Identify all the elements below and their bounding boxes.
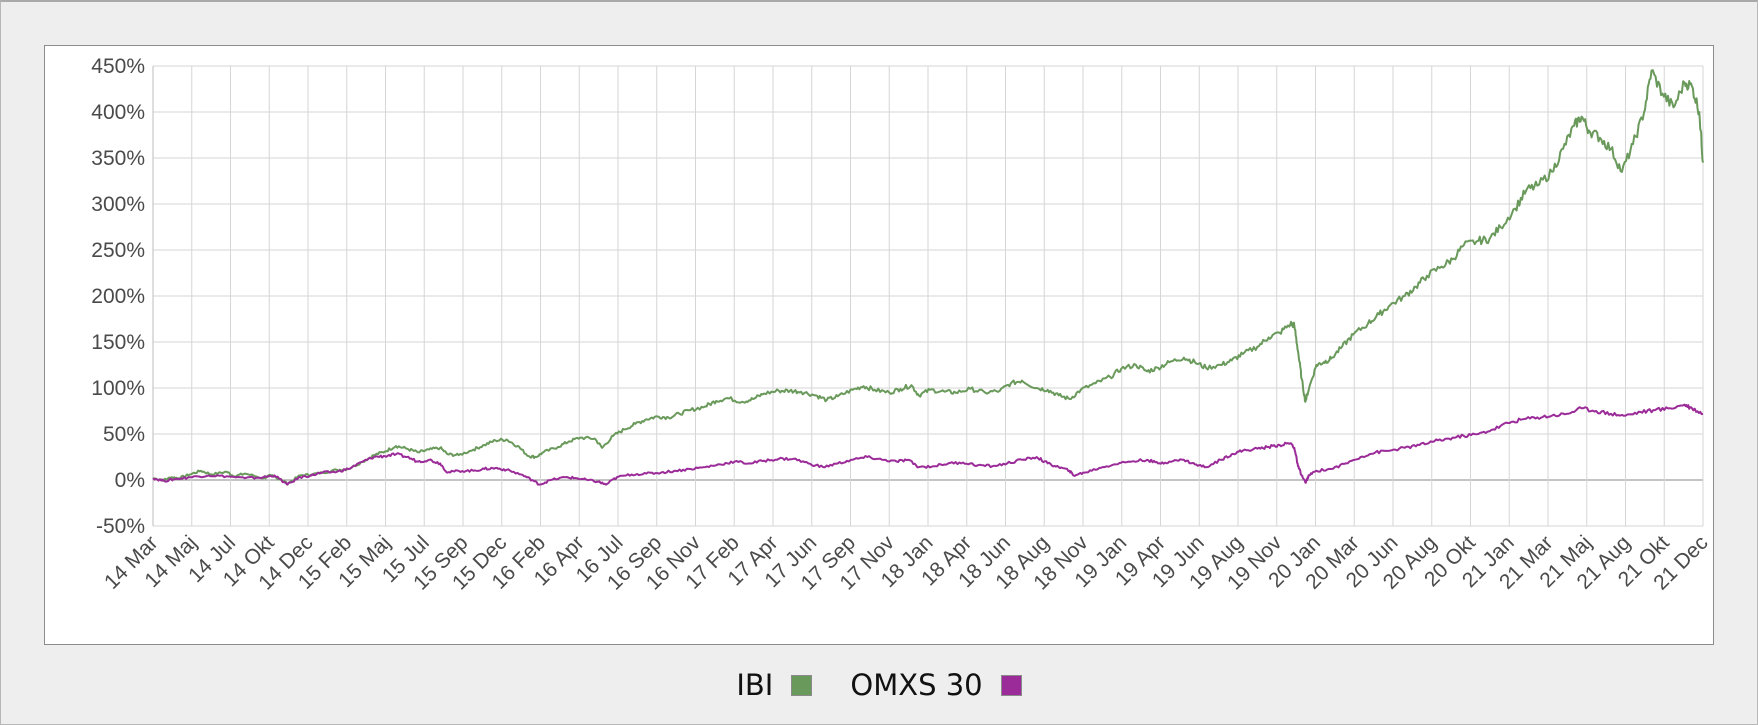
legend-swatch-omxs30 [1000, 674, 1022, 696]
y-tick-label: 250% [91, 239, 145, 262]
line-chart: 450% 400% 350% 300% 250% 200% 150% 100% 50% 0% -50… [91, 55, 1712, 595]
y-tick-label: 450% [91, 55, 145, 78]
legend-label-omxs30: OMXS 30 [850, 668, 983, 702]
series-line-ibi [152, 69, 1704, 486]
y-tick-label: 200% [91, 285, 145, 308]
legend-item-omxs30[interactable]: OMXS 30 [850, 668, 1022, 702]
legend: IBI OMXS 30 [0, 665, 1758, 705]
y-tick-label: 350% [91, 147, 145, 170]
y-tick-label: -50% [96, 515, 145, 538]
y-tick-label: 400% [91, 101, 145, 124]
legend-swatch-ibi [791, 674, 813, 696]
legend-item-ibi[interactable]: IBI [736, 668, 813, 702]
y-tick-label: 0% [115, 469, 145, 492]
y-tick-label: 150% [91, 331, 145, 354]
series-line-omxs-30 [152, 403, 1704, 486]
y-tick-label: 100% [91, 377, 145, 400]
plot-area: 450% 400% 350% 300% 250% 200% 150% 100% 50% 0% -50… [44, 45, 1714, 645]
legend-label-ibi: IBI [736, 668, 774, 702]
y-tick-label: 50% [103, 423, 145, 446]
y-tick-label: 300% [91, 193, 145, 216]
